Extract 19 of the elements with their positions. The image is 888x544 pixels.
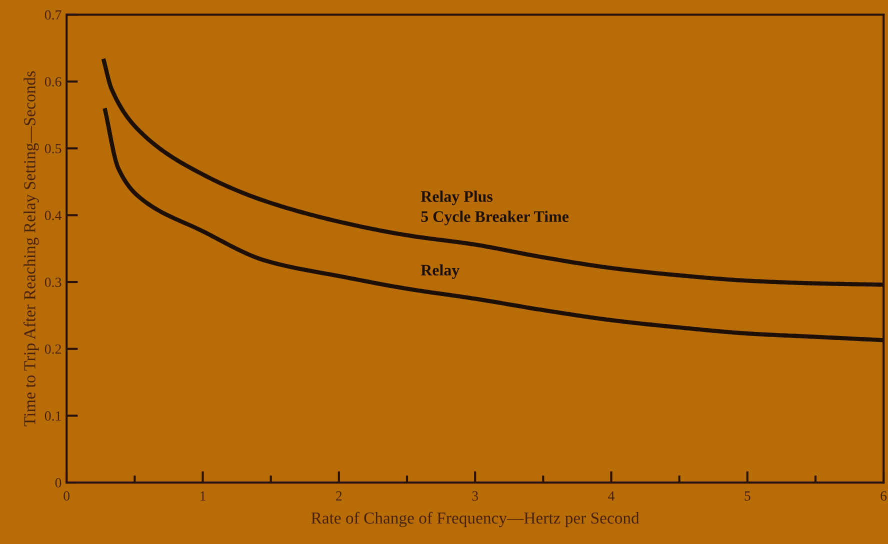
x-tick-label: 6 [880,491,887,501]
y-tick-label: 0.3 [44,278,62,288]
x-tick-label: 2 [336,491,342,500]
y-tick-label: 0.4 [44,210,62,220]
x-tick-label: 1 [200,491,206,500]
y-tick-label: 0.1 [44,411,61,421]
x-tick-label: 5 [744,491,750,501]
y-axis-title: Time to Trip After Reaching Relay Setting—Seconds [23,71,39,426]
y-tick-label: 0.6 [44,77,62,87]
x-tick-label: 3 [472,491,478,501]
series-label: Relay [420,264,460,279]
y-tick-label: 0.2 [44,344,61,354]
x-tick-label: 0 [64,491,70,501]
x-axis-title: Rate of Change of Frequency—Hertz per Second [311,512,640,528]
series-label: Relay Plus 5 Cycle Breaker Time [420,190,569,226]
y-tick-label: 0.7 [44,10,62,20]
x-tick-label: 4 [608,491,614,500]
y-tick-label: 0 [55,478,62,488]
y-tick-label: 0.5 [44,144,62,154]
